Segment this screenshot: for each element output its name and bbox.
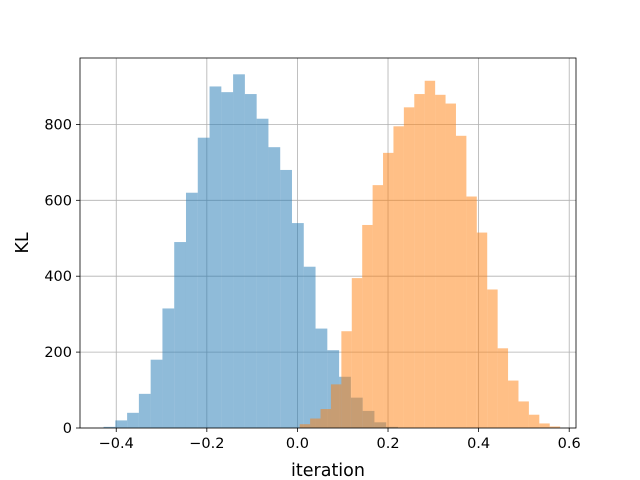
y-axis-label: KL <box>13 232 33 253</box>
histogram-bar <box>174 242 186 428</box>
y-tick-label: 800 <box>44 117 72 133</box>
histogram-bar <box>341 331 352 428</box>
y-tick-label: 400 <box>44 269 72 285</box>
histogram-bar <box>383 152 394 428</box>
histogram-bar <box>497 348 509 428</box>
histogram-bar <box>268 147 281 428</box>
histogram-bar <box>549 426 561 428</box>
histogram-bar <box>528 414 540 428</box>
axis-ticks: −0.4 −0.2 0.0 0.2 0.4 0.6 0 200 400 600 800 <box>44 117 580 452</box>
histogram-bar <box>244 94 257 429</box>
x-axis-label: iteration <box>291 461 365 480</box>
x-tick-label: 0.2 <box>376 436 399 452</box>
histogram-bar <box>162 308 175 428</box>
y-tick-label: 600 <box>44 193 72 209</box>
histogram-bar <box>103 426 116 428</box>
histogram-bar <box>393 126 404 429</box>
histogram-bar <box>280 169 292 428</box>
histogram-bar <box>330 384 342 428</box>
histogram-bar <box>424 80 436 429</box>
histogram-bar <box>209 86 222 428</box>
histogram-bar <box>508 380 519 428</box>
histogram-bar <box>115 420 128 428</box>
plot-area: −0.4 −0.2 0.0 0.2 0.4 0.6 0 200 400 600 800 <box>44 57 581 452</box>
histogram-bar <box>455 135 467 429</box>
histogram-bar <box>221 92 234 429</box>
histogram-bar <box>150 359 163 428</box>
histogram-bar <box>310 418 321 428</box>
y-tick-label: 0 <box>63 421 72 437</box>
histogram-bar <box>197 137 210 428</box>
histogram-bar <box>138 393 151 428</box>
histogram-bar <box>299 424 311 428</box>
x-tick-label: 0.6 <box>558 436 581 452</box>
histogram-series-2 <box>299 80 561 429</box>
histogram-bar <box>127 412 139 428</box>
histogram-bar <box>476 232 488 428</box>
histogram-bar <box>362 224 373 428</box>
histogram-bar <box>466 196 477 428</box>
histogram-bar <box>372 185 384 428</box>
x-tick-label: −0.2 <box>189 436 224 452</box>
axes-frame <box>79 57 577 429</box>
histogram-bar <box>518 401 529 428</box>
histogram-bar <box>320 409 331 428</box>
histogram-bar <box>291 223 304 428</box>
x-tick-label: −0.4 <box>99 436 134 452</box>
histogram-bar <box>233 74 245 429</box>
histogram-bar <box>435 94 446 429</box>
histogram-bar <box>185 192 198 428</box>
histogram-bar <box>303 266 316 428</box>
histogram-bar <box>403 107 415 428</box>
histogram-bar <box>256 118 269 428</box>
x-tick-label: 0.0 <box>286 436 309 452</box>
histogram-bar <box>414 94 425 429</box>
histogram-bars <box>103 74 561 429</box>
histogram-bar <box>539 423 550 428</box>
histogram-bar <box>445 103 456 429</box>
x-tick-label: 0.4 <box>467 436 490 452</box>
histogram-bar <box>487 289 498 428</box>
histogram-bar <box>351 278 363 428</box>
y-tick-label: 200 <box>44 345 72 361</box>
histogram-bar <box>315 328 328 428</box>
